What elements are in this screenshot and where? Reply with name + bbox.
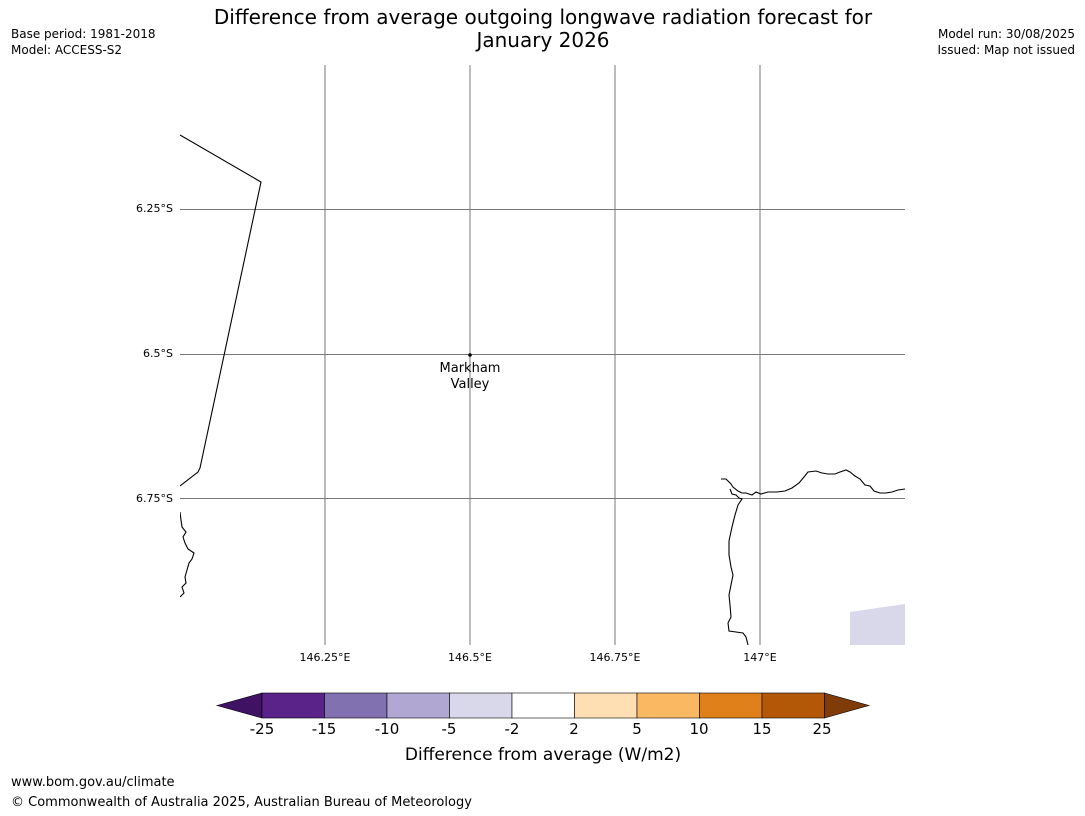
colorbar-tick-label: 10 <box>689 720 709 738</box>
colorbar-segment <box>574 692 638 719</box>
coastline-west <box>180 511 195 598</box>
footer-url: www.bom.gov.au/climate <box>11 775 175 790</box>
model-run-text: Model run: 30/08/2025 <box>937 27 1075 41</box>
lon-label-146-5: 146.5°E <box>448 651 492 664</box>
coastlines <box>180 134 905 645</box>
lon-label-146-25: 146.25°E <box>299 651 351 664</box>
lon-label-147: 147°E <box>743 651 777 664</box>
shaded-forecast-patch <box>850 604 905 645</box>
colorbar-tick-label: -2 <box>504 720 520 738</box>
colorbar-segment <box>324 692 388 719</box>
lat-label-6-75: 6.75°S <box>136 492 173 505</box>
metadata-left: Base period: 1981-2018 Model: ACCESS-S2 <box>11 26 156 58</box>
colorbar-tick-label: -15 <box>311 720 337 738</box>
colorbar-segment <box>386 692 450 719</box>
colorbar-segment <box>699 692 763 719</box>
issued-text: Issued: Map not issued <box>937 43 1075 57</box>
colorbar-extend-left <box>215 692 263 719</box>
footer-copyright: © Commonwealth of Australia 2025, Austra… <box>11 795 472 810</box>
lon-label-146-75: 146.75°E <box>589 651 641 664</box>
colorbar-extend-right <box>824 692 871 719</box>
place-name-line-2: Valley <box>451 377 490 392</box>
colorbar-segment <box>261 692 325 719</box>
lat-label-6-5: 6.5°S <box>143 347 173 360</box>
colorbar <box>215 692 871 719</box>
model-text: Model: ACCESS-S2 <box>11 43 123 57</box>
place-name-line-1: Markham <box>440 361 501 376</box>
colorbar-title: Difference from average (W/m2) <box>404 745 682 765</box>
map-canvas: Markham Valley <box>180 65 905 645</box>
colorbar-tick-label: 15 <box>752 720 772 738</box>
base-period-text: Base period: 1981-2018 <box>11 27 156 41</box>
region-boundary-line <box>180 134 262 487</box>
colorbar-tick-label: -5 <box>441 720 457 738</box>
colorbar-tick-label: 2 <box>569 720 579 738</box>
coastline-east-south <box>727 488 749 645</box>
colorbar-segment <box>449 692 513 719</box>
map-title: Difference from average outgoing longwav… <box>143 6 943 52</box>
colorbar-tick-label: 5 <box>632 720 642 738</box>
colorbar-segment <box>761 692 825 719</box>
colorbar-segment <box>636 692 700 719</box>
coastline-east-north <box>721 469 905 496</box>
colorbar-tick-label: -10 <box>374 720 400 738</box>
metadata-right: Model run: 30/08/2025 Issued: Map not is… <box>937 26 1075 58</box>
lat-label-6-25: 6.25°S <box>136 202 173 215</box>
title-line-2: January 2026 <box>476 28 610 52</box>
colorbar-tick-label: 25 <box>812 720 832 738</box>
colorbar-segment <box>511 692 575 719</box>
map-panel: Markham Valley <box>180 65 905 645</box>
title-line-1: Difference from average outgoing longwav… <box>213 5 873 29</box>
place-marker-dot <box>468 353 472 357</box>
colorbar-tick-label: -25 <box>249 720 275 738</box>
